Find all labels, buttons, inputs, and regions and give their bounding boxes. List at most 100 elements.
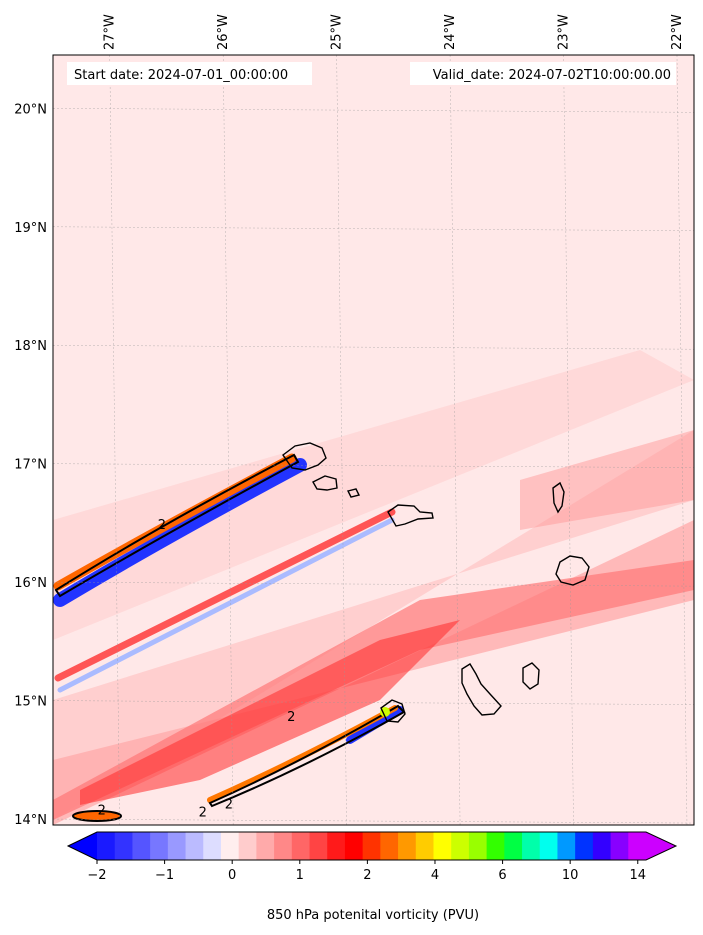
meridian-gridline bbox=[336, 55, 347, 825]
colorbar-extend-low bbox=[68, 832, 97, 860]
coastlines bbox=[282, 442, 590, 723]
contour-label: 2 bbox=[158, 518, 166, 533]
colorbar-swatch bbox=[238, 832, 257, 860]
colorbar-swatch bbox=[486, 832, 505, 860]
gridlines bbox=[53, 55, 694, 825]
colorbar-swatch bbox=[203, 832, 222, 860]
parallel-gridline bbox=[53, 700, 694, 705]
pv-band-strong bbox=[53, 560, 694, 820]
pv-band-right bbox=[520, 430, 694, 530]
colorbar-swatch bbox=[97, 832, 116, 860]
latitude-tick-label: 16°N bbox=[14, 576, 47, 591]
colorbar-swatch bbox=[539, 832, 559, 860]
colorbar-swatch bbox=[274, 832, 293, 860]
colorbar-swatch bbox=[132, 832, 151, 860]
colorbar-tick-label: 0 bbox=[228, 868, 236, 883]
colorbar-tick-label: 1 bbox=[296, 868, 304, 883]
island-fogo bbox=[380, 699, 406, 723]
meridian-gridline bbox=[449, 55, 461, 825]
colorbar-swatch bbox=[344, 832, 364, 860]
colorbar-swatch bbox=[451, 832, 470, 860]
contour-labels: 2 2 2 2 2 bbox=[98, 518, 296, 821]
parallel-gridline bbox=[53, 108, 694, 113]
meridian-gridline bbox=[563, 55, 574, 825]
start-date-box bbox=[67, 62, 312, 85]
pv-band-core bbox=[80, 620, 460, 805]
island-santo-antao bbox=[282, 442, 327, 471]
colorbar-swatch bbox=[592, 832, 612, 860]
longitude-labels: 27°W 26°W 25°W 24°W 23°W 22°W bbox=[103, 14, 685, 50]
longitude-tick-label: 22°W bbox=[670, 14, 685, 50]
colorbar-swatch bbox=[468, 832, 488, 860]
longitude-tick-label: 24°W bbox=[443, 14, 458, 50]
colorbar-swatch bbox=[362, 832, 381, 860]
valid-date-box bbox=[410, 62, 676, 85]
colorbar-tick-label: 14 bbox=[629, 868, 646, 883]
colorbar-tick-label: 6 bbox=[498, 868, 506, 883]
colorbar-swatch bbox=[380, 832, 399, 860]
colorbar-swatch bbox=[327, 832, 346, 860]
longitude-tick-label: 26°W bbox=[216, 14, 231, 50]
colorbar-swatch bbox=[610, 832, 629, 860]
latitude-tick-label: 15°N bbox=[14, 695, 47, 710]
longitude-tick-label: 23°W bbox=[557, 14, 572, 50]
colorbar-swatch bbox=[256, 832, 275, 860]
colorbar-swatch bbox=[557, 832, 576, 860]
pv-track-upper-blue bbox=[53, 458, 307, 607]
latitude-tick-label: 18°N bbox=[14, 339, 47, 354]
parallel-gridline bbox=[53, 344, 694, 350]
latitude-labels: 14°N 15°N 16°N 17°N 18°N 19°N 20°N bbox=[14, 102, 47, 828]
colorbar-tick-label: −2 bbox=[87, 868, 106, 883]
contour-label: 2 bbox=[225, 797, 233, 812]
meridian-gridline bbox=[676, 55, 688, 825]
parallel-gridline bbox=[53, 818, 694, 824]
longitude-tick-label: 27°W bbox=[103, 14, 118, 50]
colorbar-tick-label: 4 bbox=[431, 868, 439, 883]
latitude-tick-label: 20°N bbox=[14, 102, 47, 117]
island-santa-luzia bbox=[346, 488, 361, 498]
colorbar-tick-label: 10 bbox=[562, 868, 579, 883]
colorbar-swatch bbox=[114, 832, 134, 860]
pv-hotspot bbox=[380, 707, 390, 717]
colorbar-swatch bbox=[398, 832, 417, 860]
pv-track-upper-contour bbox=[54, 453, 300, 598]
map-frame bbox=[52, 54, 695, 826]
start-date-text: Start date: 2024-07-01_00:00:00 bbox=[74, 68, 288, 83]
parallel-gridline bbox=[53, 463, 694, 468]
pv-field bbox=[53, 350, 694, 825]
meridian-gridline bbox=[222, 55, 234, 825]
pv-blob-bottom bbox=[72, 810, 122, 822]
contour-label: 2 bbox=[199, 806, 207, 821]
colorbar-swatch bbox=[150, 832, 169, 860]
island-sao-nicolau bbox=[387, 504, 434, 527]
colorbar-swatch bbox=[185, 832, 204, 860]
island-sal bbox=[552, 481, 565, 514]
island-boa-vista bbox=[555, 555, 590, 586]
parallel-gridline bbox=[53, 226, 694, 232]
pv-filament-red bbox=[54, 508, 396, 682]
pv-band-upper bbox=[53, 350, 694, 640]
colorbar-swatch bbox=[220, 832, 240, 860]
colorbar-swatch bbox=[291, 832, 311, 860]
colorbar-swatch bbox=[504, 832, 523, 860]
colorbar-ticks: −2 −1 0 1 2 4 6 10 14 bbox=[87, 860, 646, 883]
latitude-tick-label: 14°N bbox=[14, 813, 47, 828]
pv-track-lower-blue bbox=[346, 706, 404, 744]
parallel-gridline bbox=[53, 581, 694, 587]
island-maio bbox=[522, 662, 540, 690]
latitude-tick-label: 17°N bbox=[14, 458, 47, 473]
colorbar-swatch bbox=[415, 832, 435, 860]
pv-filament-blue bbox=[57, 517, 395, 693]
valid-date-text: Valid_date: 2024-07-02T10:00:00.00 bbox=[433, 68, 671, 83]
latitude-tick-label: 19°N bbox=[14, 221, 47, 236]
colorbar-swatch bbox=[522, 832, 541, 860]
island-santiago bbox=[461, 663, 502, 716]
colorbar-swatch bbox=[575, 832, 594, 860]
colorbar-swatch bbox=[628, 832, 647, 860]
colorbar-label: 850 hPa potenital vorticity (PVU) bbox=[267, 908, 479, 923]
colorbar bbox=[66, 831, 678, 861]
colorbar-tick-label: −1 bbox=[155, 868, 174, 883]
colorbar-swatch bbox=[309, 832, 328, 860]
colorbar-swatch bbox=[167, 832, 187, 860]
